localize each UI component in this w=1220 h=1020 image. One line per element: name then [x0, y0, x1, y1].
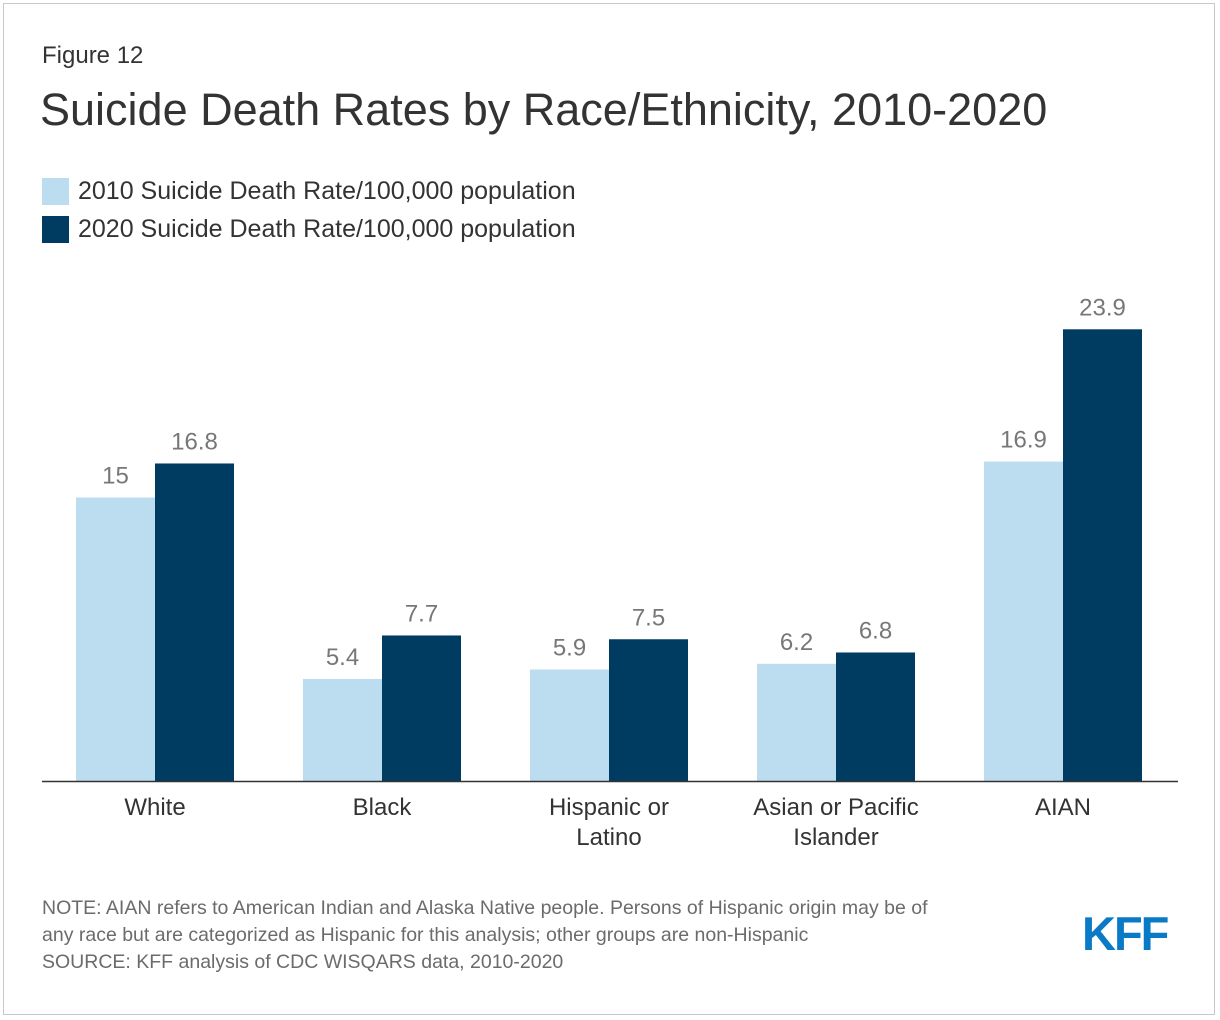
legend-swatch-2020 [42, 215, 69, 243]
data-label-2010-3: 6.2 [780, 629, 813, 656]
kff-logo: KFF [1082, 910, 1170, 956]
category-label-2-line-1: Latino [576, 824, 641, 851]
category-label-4-line-0: AIAN [1035, 794, 1091, 821]
kff-logo-text: KFF [1082, 910, 1168, 956]
category-label-3-line-0: Asian or Pacific [753, 794, 918, 821]
bar-2020-4 [1063, 329, 1142, 781]
category-label-0-line-0: White [124, 794, 185, 821]
legend-label-2020: 2020 Suicide Death Rate/100,000 populati… [78, 214, 576, 243]
data-label-2010-0: 15 [102, 463, 129, 490]
note-line-1: NOTE: AIAN refers to American Indian and… [42, 897, 928, 919]
data-label-2020-4: 23.9 [1079, 294, 1126, 321]
note-line-2: any race but are categorized as Hispanic… [42, 924, 809, 946]
legend-swatch-2010 [42, 177, 69, 205]
data-label-2010-1: 5.4 [326, 644, 359, 671]
bar-2020-3 [836, 652, 915, 781]
bar-2010-3 [757, 663, 836, 781]
legend: 2010 Suicide Death Rate/100,000 populati… [42, 172, 576, 248]
notes: NOTE: AIAN refers to American Indian and… [42, 895, 928, 976]
data-label-2020-0: 16.8 [171, 428, 218, 455]
data-label-2020-2: 7.5 [632, 604, 665, 631]
bar-2020-2 [609, 639, 688, 781]
bar-2020-1 [382, 635, 461, 781]
bar-chart: 15 16.8 White 5.4 7.7 Black 5.9 7.5 Hispanic or L… [42, 294, 1178, 851]
category-label-3-line-1: Islander [793, 824, 878, 851]
bar-2010-0 [76, 497, 155, 781]
data-label-2020-3: 6.8 [859, 617, 892, 644]
source-line: SOURCE: KFF analysis of CDC WISQARS data… [42, 951, 564, 973]
bar-2010-4 [984, 461, 1063, 781]
bar-2010-2 [530, 669, 609, 781]
legend-label-2010: 2010 Suicide Death Rate/100,000 populati… [78, 176, 576, 205]
data-label-2010-4: 16.9 [1000, 427, 1047, 454]
category-label-1-line-0: Black [353, 794, 413, 821]
bar-2010-1 [303, 678, 382, 781]
data-label-2020-1: 7.7 [405, 600, 438, 627]
legend-item-2010: 2010 Suicide Death Rate/100,000 populati… [42, 172, 576, 210]
legend-item-2020: 2020 Suicide Death Rate/100,000 populati… [42, 210, 576, 248]
data-label-2010-2: 5.9 [553, 634, 586, 661]
category-label-2-line-0: Hispanic or [549, 794, 669, 821]
figure-label: Figure 12 [42, 42, 144, 69]
chart-title: Suicide Death Rates by Race/Ethnicity, 2… [40, 84, 1048, 135]
bar-2020-0 [155, 463, 234, 781]
